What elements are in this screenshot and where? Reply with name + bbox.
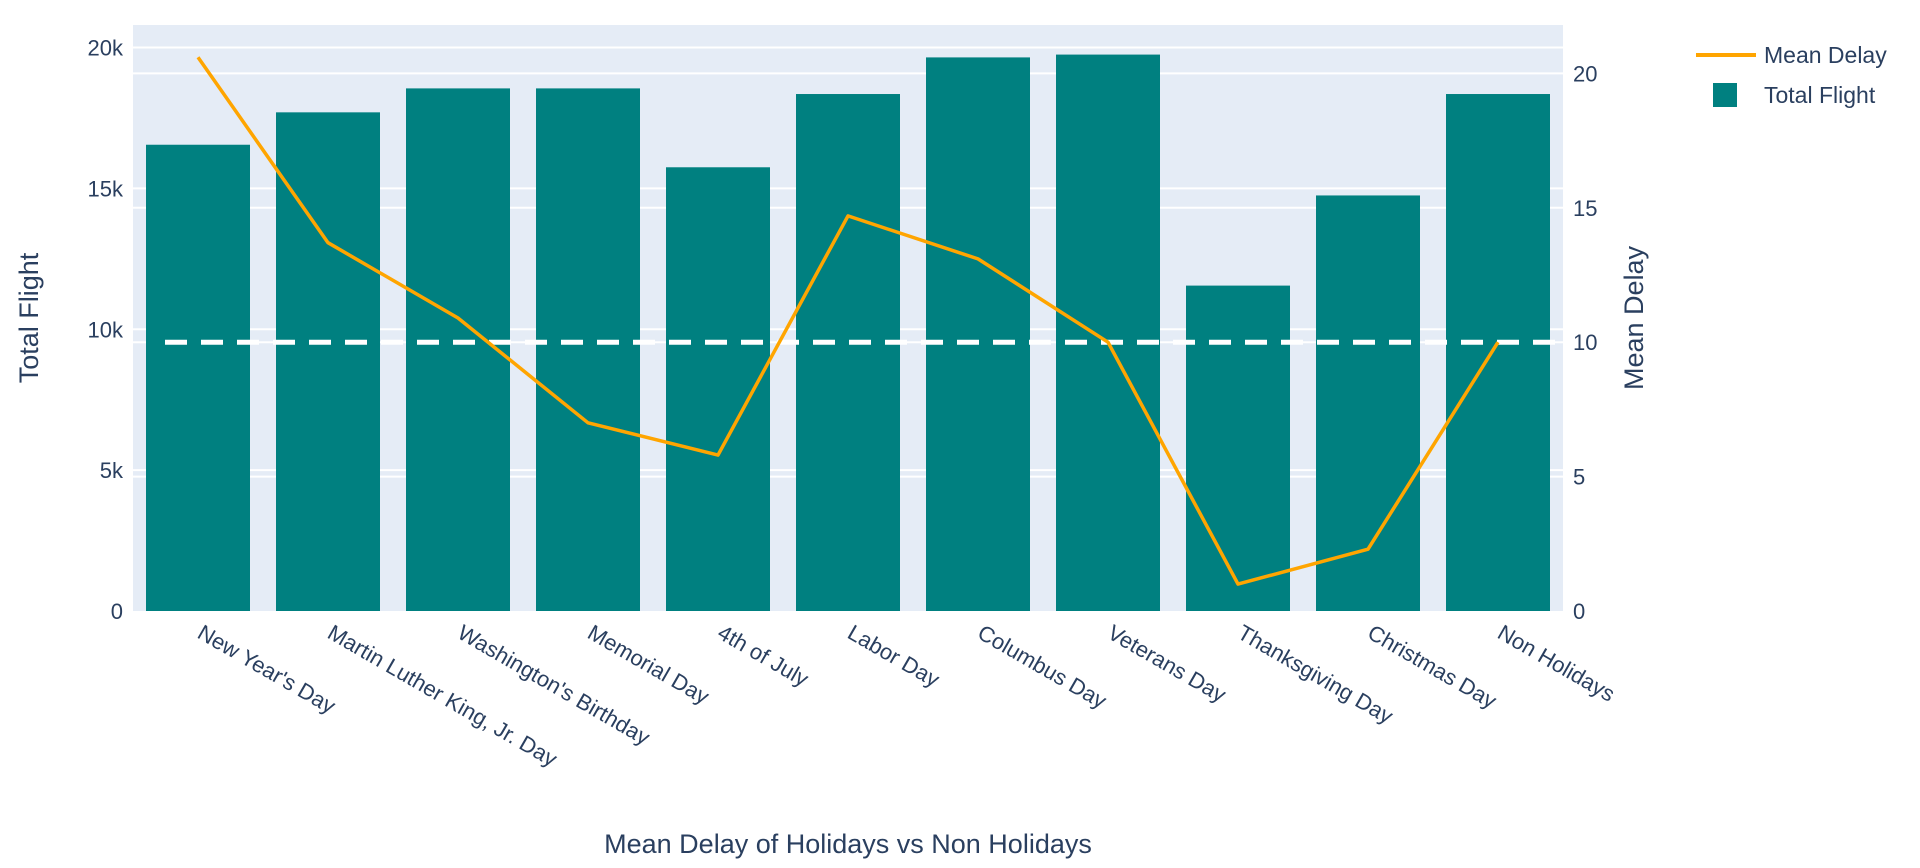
- bar: [1186, 285, 1290, 611]
- legend-label-total-flight: Total Flight: [1764, 82, 1876, 108]
- y-axis-right-ticks: 0 5 10 15 20: [1573, 61, 1597, 624]
- legend-bar-swatch: [1713, 83, 1737, 107]
- x-tick-label: Martin Luther King, Jr. Day: [324, 620, 562, 772]
- y-left-tick-label: 0: [111, 599, 123, 624]
- y-left-tick-label: 15k: [88, 176, 124, 201]
- bar: [536, 88, 640, 612]
- x-tick-label: Veterans Day: [1104, 620, 1231, 708]
- bar: [926, 57, 1030, 611]
- bar: [796, 94, 900, 611]
- x-tick-label: Non Holidays: [1494, 620, 1620, 707]
- y-right-tick-label: 15: [1573, 196, 1597, 221]
- y-axis-right-title: Mean Delay: [1619, 245, 1649, 390]
- x-tick-label: Columbus Day: [974, 620, 1111, 714]
- y-axis-left-title: Total Flight: [14, 252, 44, 383]
- x-tick-label: 4th of July: [714, 620, 813, 692]
- bar: [1056, 54, 1160, 612]
- bar: [146, 144, 250, 611]
- y-axis-left-ticks: 0 5k 10k 15k 20k: [88, 36, 124, 624]
- y-right-tick-label: 0: [1573, 599, 1585, 624]
- x-tick-label: Memorial Day: [584, 620, 714, 710]
- bar-series: [146, 54, 1550, 612]
- y-right-tick-label: 5: [1573, 465, 1585, 490]
- bar: [406, 88, 510, 612]
- bar: [1446, 94, 1550, 611]
- y-left-tick-label: 5k: [100, 458, 124, 483]
- y-right-tick-label: 10: [1573, 330, 1597, 355]
- mean-delay-line: [196, 56, 1500, 586]
- bar: [276, 112, 380, 611]
- legend: Mean Delay Total Flight: [1696, 42, 1887, 108]
- legend-label-mean-delay: Mean Delay: [1764, 42, 1887, 68]
- x-tick-label: New Year's Day: [194, 620, 340, 719]
- y-left-tick-label: 20k: [88, 36, 124, 61]
- line-series: [196, 56, 1500, 586]
- bar: [1316, 195, 1420, 611]
- y-left-tick-label: 10k: [88, 317, 124, 342]
- x-axis-title: Mean Delay of Holidays vs Non Holidays: [604, 829, 1092, 859]
- x-tick-label: Labor Day: [844, 620, 944, 692]
- y-right-tick-label: 20: [1573, 61, 1597, 86]
